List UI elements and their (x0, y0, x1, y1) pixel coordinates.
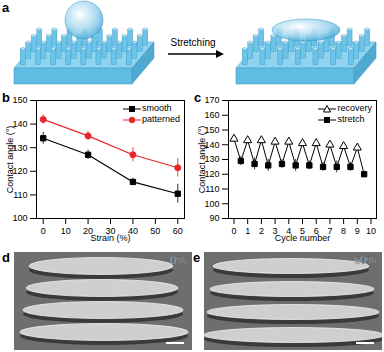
html-text:a: a (2, 0, 10, 15)
svg-text:160: 160 (204, 110, 219, 120)
svg-text:110: 110 (13, 190, 27, 200)
html-text:c: c (194, 90, 202, 105)
svg-text:Strain (%): Strain (%) (90, 233, 130, 243)
svg-text:40: 40 (127, 225, 138, 236)
svg-text:0: 0 (41, 226, 46, 236)
svg-text:120: 120 (12, 166, 28, 177)
svg-text:50: 50 (150, 226, 160, 236)
html-text:b: b (2, 90, 10, 105)
html-text:stretch: stretch (337, 114, 365, 124)
svg-text:Contact angle (°): Contact angle (°) (5, 126, 15, 194)
svg-text:20: 20 (83, 225, 94, 236)
svg-text:5: 5 (300, 225, 305, 236)
svg-text:90: 90 (209, 213, 219, 223)
svg-text:170: 170 (204, 95, 219, 105)
svg-text:Contact angle (°): Contact angle (°) (197, 126, 207, 194)
svg-text:10: 10 (61, 226, 71, 236)
svg-text:110: 110 (205, 184, 219, 194)
svg-text:100: 100 (12, 213, 27, 223)
svg-text:Cycle number: Cycle number (275, 233, 331, 243)
html-text:smooth: smooth (142, 103, 172, 113)
svg-text:3: 3 (272, 225, 278, 236)
svg-text:60: 60 (173, 226, 183, 236)
svg-text:1: 1 (245, 226, 250, 236)
html-text:recovery: recovery (337, 103, 372, 113)
svg-text:8: 8 (341, 226, 346, 236)
svg-text:140: 140 (204, 139, 220, 150)
html-text:patterned: patterned (142, 114, 180, 124)
svg-text:150: 150 (204, 124, 220, 135)
svg-text:150: 150 (12, 95, 27, 105)
svg-text:0: 0 (231, 226, 236, 236)
svg-text:7: 7 (327, 225, 333, 236)
svg-text:6: 6 (313, 225, 319, 236)
svg-text:10: 10 (366, 226, 376, 236)
svg-text:130: 130 (204, 154, 220, 165)
svg-text:Stretching: Stretching (170, 37, 215, 48)
svg-text:0%: 0% (170, 254, 186, 266)
svg-text:9: 9 (355, 226, 360, 236)
html-text:e: e (193, 250, 201, 265)
svg-text:60%: 60% (354, 254, 376, 266)
svg-text:100: 100 (204, 199, 219, 209)
svg-text:140: 140 (12, 119, 28, 129)
svg-text:130: 130 (12, 142, 28, 153)
html-text:d: d (2, 250, 10, 265)
svg-text:120: 120 (204, 169, 220, 180)
svg-text:30: 30 (105, 225, 116, 236)
svg-text:4: 4 (286, 225, 292, 236)
svg-text:2: 2 (259, 226, 264, 236)
